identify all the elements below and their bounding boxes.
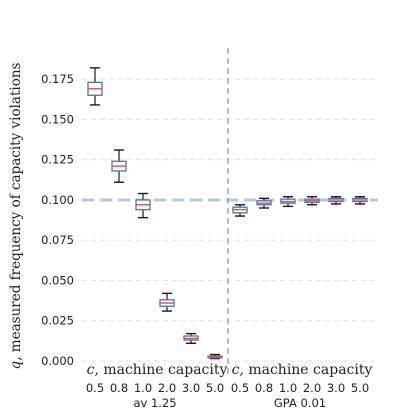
x-tick-label: 0.8: [110, 381, 128, 395]
x-axis-title-left: c, machine capacity: [87, 362, 228, 378]
y-tick-label: 0.075: [41, 233, 74, 247]
y-tick-label: 0.050: [41, 273, 74, 287]
box-5.0: [207, 353, 223, 360]
box-1.0: [135, 192, 151, 219]
x-tick-label: 0.8: [255, 381, 273, 395]
box-1.0: [280, 196, 296, 208]
boxes: [87, 67, 368, 360]
x-tick-label: 1.0: [279, 381, 297, 395]
box-2.0: [304, 196, 320, 206]
box-5.0: [352, 196, 368, 205]
x-tick-label: 0.5: [86, 381, 104, 395]
box-2.0: [159, 292, 175, 312]
x-axis-text-right: , machine capacity: [239, 362, 372, 378]
x-tick-label: 3.0: [182, 381, 200, 395]
group-label-right: GPA 0.01: [274, 396, 326, 410]
x-tick-label: 3.0: [327, 381, 345, 395]
y-tick-label: 0.025: [41, 314, 74, 328]
box-0.5: [232, 204, 248, 217]
y-tick-label: 0.150: [41, 112, 74, 126]
x-axis-symbol-right: c: [232, 362, 240, 378]
box-0.8: [111, 149, 127, 183]
box-0.5: [87, 67, 103, 106]
y-axis-text: , measured frequency of capacity violati…: [8, 62, 24, 360]
x-axis-symbol-left: c: [87, 362, 95, 378]
x-tick-label: 5.0: [206, 381, 224, 395]
x-tick-labels: 0.5 0.8 1.0 2.0 3.0 5.0 0.5 0.8 1.0 2.0 3.0 5.0: [86, 381, 369, 395]
x-axis-title-right: c, machine capacity: [232, 362, 373, 378]
group-label-left: av 1.25: [133, 396, 176, 410]
x-tick-label: 2.0: [303, 381, 321, 395]
x-tick-label: 1.0: [134, 381, 152, 395]
box-3.0: [328, 196, 344, 205]
y-axis-title: q, measured frequency of capacity violat…: [8, 62, 24, 369]
x-axis-text-left: , machine capacity: [94, 362, 227, 378]
x-tick-label: 5.0: [351, 381, 369, 395]
x-tick-label: 0.5: [231, 381, 249, 395]
box-0.8: [256, 197, 272, 209]
y-tick-label: 0.000: [41, 354, 74, 368]
y-tick-label: 0.175: [41, 72, 74, 86]
x-tick-label: 2.0: [158, 381, 176, 395]
y-axis-symbol: q: [8, 360, 24, 369]
box-3.0: [183, 332, 199, 344]
gridlines: [82, 78, 376, 362]
y-tick-labels: 0.000 0.025 0.050 0.075 0.100 0.125 0.150 0.175: [41, 72, 74, 368]
y-tick-label: 0.100: [41, 193, 74, 207]
y-tick-label: 0.125: [41, 153, 74, 167]
